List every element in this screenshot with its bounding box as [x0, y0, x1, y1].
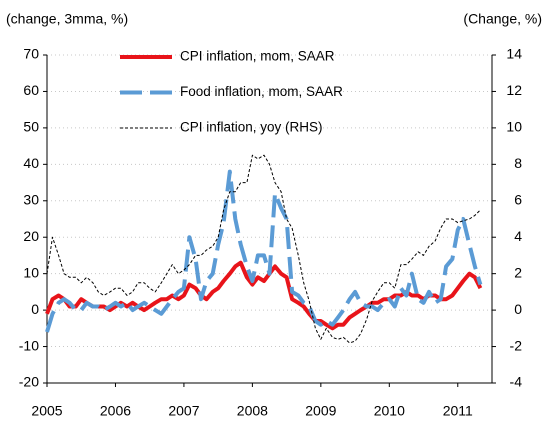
x-tick-label: 2005 — [31, 403, 62, 419]
y-tick-label: 50 — [23, 119, 39, 135]
y-tick-label: -10 — [19, 337, 39, 353]
x-tick-label: 2011 — [443, 403, 473, 419]
x-tick-label: 2006 — [100, 403, 131, 419]
y-tick-label: 70 — [23, 46, 39, 62]
y2-tick-label: -4 — [510, 374, 523, 390]
y2-tick-label: -2 — [510, 337, 523, 353]
y2-tick-label: 12 — [506, 82, 522, 98]
y-tick-label: 10 — [23, 264, 39, 280]
y-tick-label: 60 — [23, 82, 39, 98]
x-tick-label: 2008 — [237, 403, 268, 419]
series-line — [45, 260, 483, 331]
x-tick-label: 2009 — [305, 403, 336, 419]
y-tick-label: 0 — [31, 301, 39, 317]
y-axis-label: (change, 3mma, %) — [6, 11, 128, 27]
legend-label: Food inflation, mom, SAAR — [180, 84, 343, 99]
x-tick-label: 2007 — [168, 403, 199, 419]
series-line — [45, 169, 483, 333]
y-tick-label: 30 — [23, 191, 39, 207]
y2-tick-label: 8 — [514, 155, 522, 171]
y2-tick-label: 6 — [514, 191, 522, 207]
legend-label: CPI inflation, mom, SAAR — [180, 49, 335, 64]
y2-tick-label: 0 — [514, 301, 522, 317]
y2-axis-label: (Change, %) — [463, 11, 542, 27]
series-line — [46, 154, 481, 344]
y2-tick-label: 10 — [506, 119, 522, 135]
y-tick-label: -20 — [19, 374, 39, 390]
y2-tick-label: 14 — [506, 46, 522, 62]
legend-label: CPI inflation, yoy (RHS) — [180, 120, 323, 135]
x-tick-label: 2010 — [374, 403, 405, 419]
y-tick-label: 20 — [23, 228, 39, 244]
y2-tick-label: 4 — [514, 228, 522, 244]
y2-tick-label: 2 — [514, 264, 522, 280]
y-tick-label: 40 — [23, 155, 39, 171]
